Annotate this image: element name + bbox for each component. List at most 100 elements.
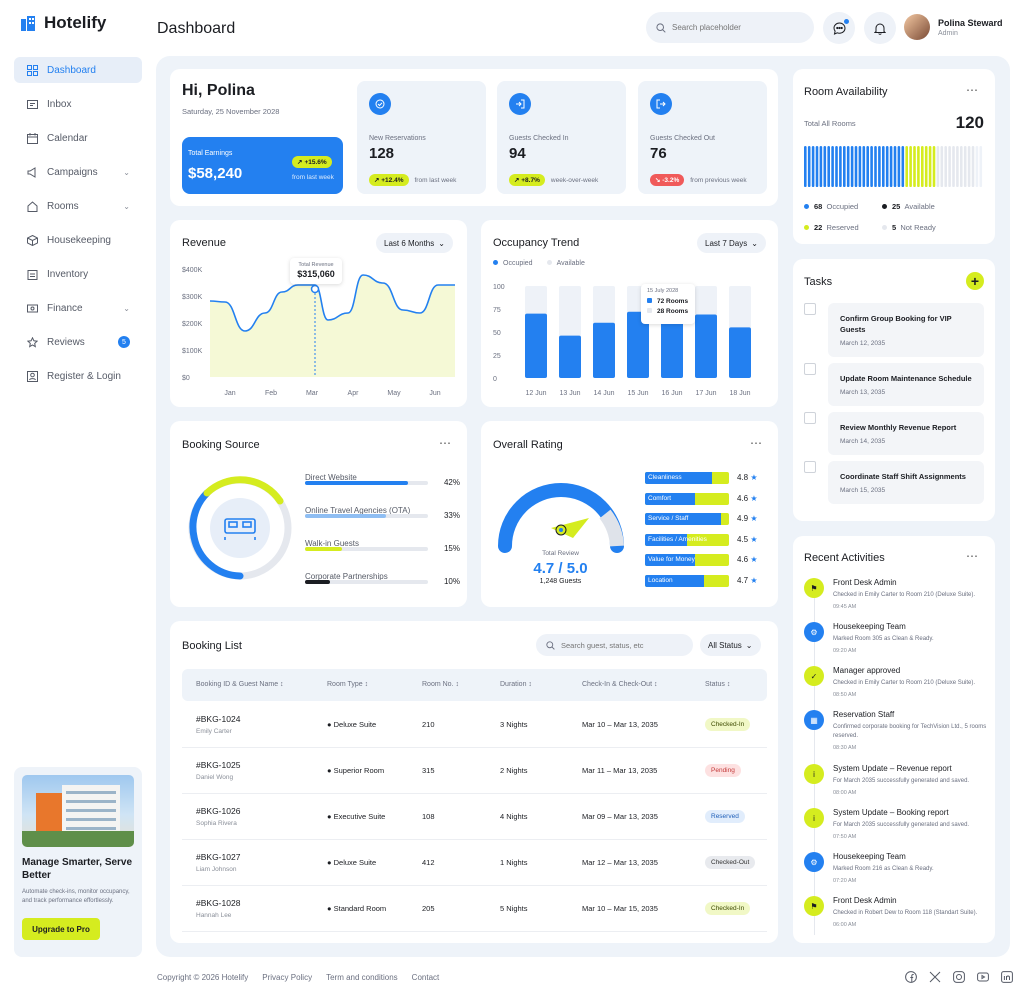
more-options-icon[interactable]: ⋯ — [966, 549, 979, 563]
contact-link[interactable]: Contact — [411, 973, 440, 982]
status-filter-dropdown[interactable]: All Status ⌄ — [700, 634, 761, 656]
room-availability-legend: 68 Occupied 25 Available 22 Reserved 5 N… — [804, 202, 984, 238]
column-room-no[interactable]: Room No. ↕ — [422, 681, 459, 688]
x-tick-label: May — [387, 390, 401, 397]
flag-icon: ⚑ — [804, 896, 824, 916]
privacy-policy-link[interactable]: Privacy Policy — [262, 973, 313, 982]
upgrade-promo-card: Manage Smarter, Serve Better Automate ch… — [14, 767, 142, 957]
task-checkbox[interactable] — [804, 363, 816, 375]
sidebar-item-inventory[interactable]: Inventory — [14, 261, 142, 287]
stat-new-reservations[interactable]: New Reservations 128 ↗ +12.4% from last w… — [357, 81, 486, 194]
activity-title: Manager approved — [833, 666, 901, 675]
user-profile[interactable]: Polina Steward Admin — [904, 14, 1003, 40]
global-search[interactable] — [646, 12, 814, 43]
greeting-title: Hi, Polina — [182, 82, 255, 99]
check-in-out-dates: Mar 10 – Mar 13, 2035 — [582, 720, 658, 729]
revenue-range-dropdown[interactable]: Last 6 Months ⌄ — [376, 233, 453, 253]
column-check-in-out[interactable]: Check-In & Check-Out ↕ — [582, 681, 658, 688]
column-duration[interactable]: Duration ↕ — [500, 681, 532, 688]
y-tick-label: $0 — [182, 375, 190, 382]
activity-title: Front Desk Admin — [833, 578, 897, 587]
terms-link[interactable]: Term and conditions — [326, 973, 398, 982]
avatar[interactable] — [904, 14, 930, 40]
sidebar-item-housekeeping[interactable]: Housekeeping — [14, 227, 142, 253]
task-checkbox[interactable] — [804, 461, 816, 473]
room-bar — [897, 146, 901, 187]
more-options-icon[interactable]: ⋯ — [750, 436, 763, 450]
total-rooms-label: Total All Rooms — [804, 119, 856, 128]
brand-logo[interactable]: Hotelify — [20, 13, 106, 33]
task-content[interactable]: Coordinate Staff Shift Assignments March … — [828, 461, 984, 504]
chevron-down-icon[interactable]: ⌄ — [123, 167, 130, 177]
rating-total-label: Total Review — [542, 550, 579, 557]
booking-search[interactable] — [536, 634, 693, 656]
bar-occupied[interactable] — [695, 314, 717, 378]
more-options-icon[interactable]: ⋯ — [439, 436, 452, 450]
linkedin-icon[interactable] — [1001, 971, 1013, 983]
social-links — [905, 971, 1013, 983]
table-row[interactable]: #BKG-1028 Hannah Lee ● Standard Room 205 … — [182, 886, 767, 932]
youtube-icon[interactable] — [977, 971, 989, 983]
sidebar-item-rooms[interactable]: Rooms ⌄ — [14, 193, 142, 219]
table-row[interactable]: #BKG-1026 Sophia Rivera ● Executive Suite… — [182, 794, 767, 840]
bar-occupied[interactable] — [627, 311, 649, 378]
sidebar-item-label: Finance — [47, 302, 83, 314]
table-row[interactable]: #BKG-1025 Daniel Wong ● Superior Room 315… — [182, 748, 767, 794]
chevron-down-icon[interactable]: ⌄ — [123, 201, 130, 211]
upgrade-to-pro-button[interactable]: Upgrade to Pro — [22, 918, 100, 940]
sidebar-item-label: Calendar — [47, 132, 88, 144]
bar-occupied[interactable] — [593, 322, 615, 378]
task-checkbox[interactable] — [804, 303, 816, 315]
clipboard-icon — [26, 268, 38, 280]
total-earnings-card[interactable]: Total Earnings $58,240 ↗ +15.6% from last… — [182, 137, 343, 194]
stat-change-badge: ↘ -3.2% — [650, 174, 685, 186]
occupancy-range-dropdown[interactable]: Last 7 Days ⌄ — [697, 233, 766, 253]
column-booking-id[interactable]: Booking ID & Guest Name ↕ — [196, 681, 284, 688]
revenue-line — [209, 274, 455, 332]
trend-up-icon: ↗ — [297, 159, 303, 166]
booking-search-input[interactable] — [561, 640, 681, 650]
sidebar-item-dashboard[interactable]: Dashboard — [14, 57, 142, 83]
task-content[interactable]: Confirm Group Booking for VIP Guests Marc… — [828, 303, 984, 357]
sidebar-item-inbox[interactable]: Inbox — [14, 91, 142, 117]
rating-bar-fill — [645, 513, 721, 525]
hover-point[interactable] — [310, 284, 320, 294]
sidebar-nav: Dashboard Inbox Calendar Campaigns ⌄ Roo… — [14, 57, 142, 397]
add-task-button[interactable]: + — [966, 272, 984, 290]
task-content[interactable]: Review Monthly Revenue Report March 14, 2… — [828, 412, 984, 455]
table-row[interactable]: #BKG-1024 Emily Carter ● Deluxe Suite 210… — [182, 702, 767, 748]
search-input[interactable] — [672, 23, 802, 32]
bar-occupied[interactable] — [729, 327, 751, 378]
sidebar-item-reviews[interactable]: Reviews 5 — [14, 329, 142, 355]
chat-icon — [832, 21, 846, 35]
chevron-down-icon[interactable]: ⌄ — [123, 303, 130, 313]
task-date: March 12, 2035 — [840, 340, 886, 347]
sidebar-item-register-login[interactable]: Register & Login — [14, 363, 142, 389]
room-bar — [893, 146, 897, 187]
room-bar — [901, 146, 905, 187]
messages-button[interactable] — [823, 12, 855, 44]
sidebar-item-finance[interactable]: Finance ⌄ — [14, 295, 142, 321]
column-status[interactable]: Status ↕ — [705, 681, 731, 688]
task-content[interactable]: Update Room Maintenance Schedule March 13… — [828, 363, 984, 406]
bar-occupied[interactable] — [661, 320, 683, 378]
more-options-icon[interactable]: ⋯ — [966, 83, 979, 97]
x-tick-label: 15 Jun — [627, 390, 648, 397]
flag-icon: ⚑ — [804, 578, 824, 598]
room-type: ● Deluxe Suite — [327, 858, 377, 867]
instagram-icon[interactable] — [953, 971, 965, 983]
facebook-icon[interactable] — [905, 971, 917, 983]
bar-occupied[interactable] — [525, 313, 547, 378]
table-row[interactable]: #BKG-1027 Liam Johnson ● Deluxe Suite 412… — [182, 840, 767, 886]
column-room-type[interactable]: Room Type ↕ — [327, 681, 369, 688]
task-checkbox[interactable] — [804, 412, 816, 424]
x-icon[interactable] — [929, 971, 941, 983]
sidebar-item-campaigns[interactable]: Campaigns ⌄ — [14, 159, 142, 185]
sidebar-item-calendar[interactable]: Calendar — [14, 125, 142, 151]
stat-guests-checked-in[interactable]: Guests Checked In 94 ↗ +8.7% week-over-we… — [497, 81, 626, 194]
rating-bar: Facilities / Amenities — [645, 533, 729, 546]
booking-source-item: Walk-in Guests 15% — [305, 533, 460, 553]
bar-occupied[interactable] — [559, 335, 581, 378]
notifications-button[interactable] — [864, 12, 896, 44]
stat-guests-checked-out[interactable]: Guests Checked Out 76 ↘ -3.2% from previo… — [638, 81, 767, 194]
